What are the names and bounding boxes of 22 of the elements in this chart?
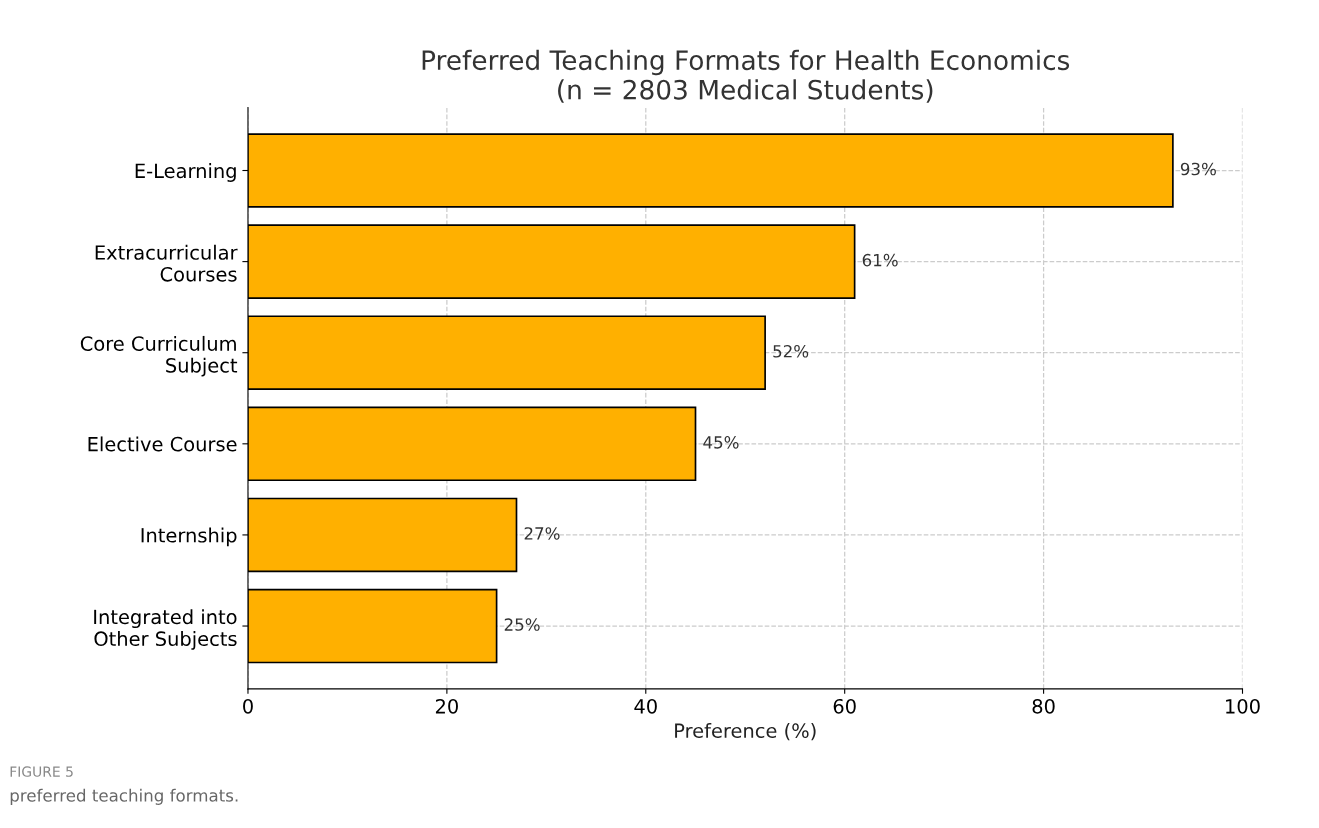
text: preferred teaching formats. [10,788,238,805]
x-axis-title: Preference (%) [675,722,816,741]
x-tick-label: 40 [634,698,657,714]
x-tick-label: 100 [1226,698,1260,714]
chart-title: Preferred Teaching Formats for Health Economics (n = 2803 Medical Students) [422,49,1070,103]
data-label: 61% [862,253,898,267]
y-tick-label: Internship [141,527,237,547]
caption: FIGURE 5 [10,766,73,777]
data-label: 52% [773,344,809,358]
x-tick-label: 60 [833,698,856,714]
data-label: 93% [1180,162,1216,176]
y-tick-label: Integrated into Other Subjects [94,609,237,650]
x-tick-label: 0 [243,698,253,714]
x-tick-label: 80 [1032,698,1055,714]
x-tick-label: 20 [435,698,458,714]
data-label: 27% [524,527,560,540]
y-tick-label: Elective Course [88,436,237,452]
data-label: 25% [504,618,540,631]
y-tick-label: Core Curriculum Subject [80,335,238,377]
y-tick-label: E-Learning [135,163,236,182]
data-label: 45% [703,436,739,449]
y-tick-label: Extracurricular Courses [95,244,238,282]
